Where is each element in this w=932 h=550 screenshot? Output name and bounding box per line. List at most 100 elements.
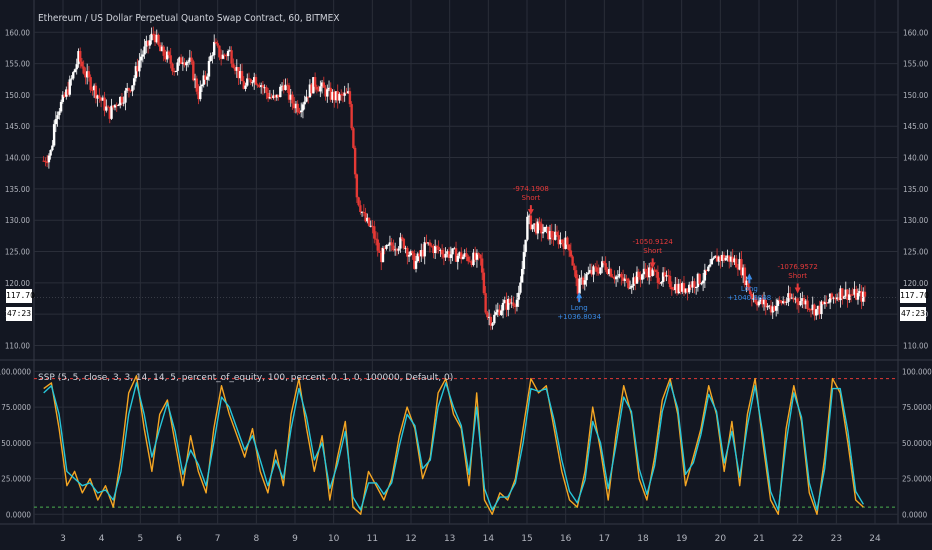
candle-body: [681, 283, 684, 292]
candle-body: [799, 301, 802, 306]
candle-body: [797, 302, 801, 306]
candle-body: [66, 89, 70, 95]
x-tick-label: 20: [715, 534, 727, 544]
candle-body: [254, 77, 258, 85]
candle-body: [451, 248, 454, 255]
indicator-tick-label-left: 0.0000: [6, 510, 32, 519]
candle-body: [326, 89, 329, 97]
candle-body: [164, 55, 167, 60]
candle-body: [458, 252, 461, 256]
price-tag-right: 117.70: [900, 289, 929, 303]
candle-body: [395, 249, 399, 251]
candle-body: [590, 270, 593, 275]
candle-body: [120, 96, 124, 103]
candle-body: [775, 305, 778, 311]
candle-body: [423, 242, 426, 257]
candle-body: [647, 267, 651, 278]
candle-body: [773, 306, 776, 311]
candle-body: [155, 34, 158, 43]
x-tick-label: 4: [99, 534, 105, 544]
candle-body: [792, 297, 795, 300]
candle-body: [555, 231, 559, 236]
candle-body: [642, 268, 646, 275]
candle-body: [700, 283, 703, 285]
candle-body: [188, 57, 192, 62]
candle-body: [606, 269, 609, 274]
candle-body: [103, 97, 106, 111]
candle-body: [374, 238, 378, 240]
candle-body: [453, 248, 456, 250]
long-trade-annotation: Long +1040.8848: [725, 285, 773, 303]
candle-body: [289, 94, 292, 100]
candle-body: [496, 309, 500, 313]
candle-body: [688, 284, 691, 293]
candle-body: [303, 101, 306, 105]
indicator-tick-label-right: 25.0000: [902, 475, 932, 484]
candle-body: [514, 305, 517, 307]
candle-body: [703, 269, 707, 281]
candle-body: [550, 230, 553, 238]
candle-body: [439, 249, 442, 251]
candle-body: [828, 293, 832, 303]
candle-body: [132, 78, 136, 86]
candle-body: [427, 242, 430, 244]
candle-body: [547, 226, 550, 240]
candle-body: [240, 71, 244, 82]
candle-body: [564, 237, 567, 249]
candle-body: [663, 272, 667, 277]
candle-body: [293, 103, 296, 109]
candle-body: [802, 298, 806, 305]
candle-body: [505, 300, 508, 310]
candle-body: [209, 55, 212, 62]
price-tick-label-left: 145.00: [5, 122, 31, 131]
candle-body: [684, 288, 687, 293]
candle-body: [312, 77, 315, 94]
candle-body: [573, 265, 576, 271]
indicator-tick-label-right: 0.0000: [902, 510, 928, 519]
price-tick-label-right: 130.00: [903, 216, 929, 225]
candle-body: [785, 301, 788, 303]
candle-body: [122, 102, 125, 104]
candle-body: [682, 283, 686, 293]
candle-body: [125, 88, 129, 91]
trade-side-label: Long: [740, 285, 758, 294]
x-tick-label: 24: [869, 534, 881, 544]
candle-body: [299, 110, 303, 113]
candle-body: [644, 268, 647, 272]
candle-body: [821, 301, 825, 305]
candle-body: [352, 128, 355, 148]
x-tick-label: 12: [405, 534, 416, 544]
candle-body: [719, 256, 722, 261]
candle-body: [677, 283, 680, 294]
candle-body: [185, 62, 188, 66]
candle-body: [367, 217, 371, 226]
candle-body: [576, 278, 580, 294]
countdown-tag-left: 47:23: [6, 307, 32, 321]
candle-body: [661, 272, 665, 282]
candle-body: [225, 55, 228, 57]
candle-body: [206, 76, 209, 80]
candle-body: [827, 302, 830, 304]
x-tick-label: 11: [367, 534, 378, 544]
candle-body: [310, 84, 313, 94]
candle-body: [331, 91, 334, 100]
candle-body: [689, 284, 693, 288]
candle-body: [614, 276, 618, 280]
candle-body: [526, 216, 529, 240]
candle-body: [70, 78, 73, 80]
candle-body: [811, 304, 814, 310]
candle-body: [286, 84, 289, 86]
candle-body: [581, 277, 585, 285]
candle-body: [355, 174, 359, 198]
candle-body: [129, 90, 132, 92]
candle-body: [540, 223, 543, 234]
price-tick-label-right: 125.00: [903, 248, 929, 257]
candle-body: [468, 261, 472, 263]
candle-body: [480, 258, 484, 273]
candle-body: [73, 69, 77, 73]
candle-body: [324, 87, 327, 97]
candle-body: [298, 112, 301, 114]
candle-body: [49, 150, 52, 156]
candle-body: [366, 217, 369, 222]
